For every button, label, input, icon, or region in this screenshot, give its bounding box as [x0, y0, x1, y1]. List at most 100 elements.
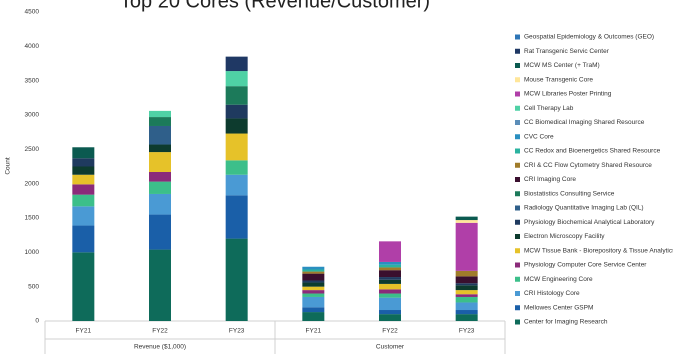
bar-segment: [379, 279, 401, 284]
x-tick-label: FY22: [382, 328, 398, 335]
bar-segment: [455, 314, 478, 321]
y-tick-label: 0: [35, 318, 39, 325]
legend-swatch: [515, 77, 520, 83]
bar-segment: [149, 214, 171, 250]
bar-segment: [379, 310, 401, 315]
bar-segment: [72, 252, 95, 321]
legend-label: MCW Engineering Core: [524, 276, 593, 283]
bar-segment: [379, 267, 401, 271]
legend-swatch: [515, 63, 520, 68]
legend-swatch: [515, 291, 520, 296]
bar-segment: [379, 314, 401, 321]
legend-label: MCW MS Center (+ TraM): [524, 62, 600, 69]
legend-label: Mouse Transgenic Core: [524, 76, 593, 83]
y-tick-label: 3500: [25, 77, 40, 84]
legend-swatch: [515, 219, 520, 225]
bar-segment: [302, 296, 325, 308]
bar-segment: [225, 195, 248, 239]
bar-segment: [379, 297, 401, 311]
bar-segment: [72, 184, 95, 195]
bar-segment: [72, 225, 95, 253]
legend-label: Electron Microscopy Facility: [524, 233, 605, 240]
legend-label: CC Redox and Bioenergetics Shared Resour…: [524, 148, 661, 155]
legend-swatch: [515, 120, 520, 125]
legend-label: MCW Libraries Poster Printing: [524, 91, 612, 98]
chart-title: Top 20 Cores (Revenue/Customer): [120, 0, 430, 12]
legend-label: Physiology Biochemical Analytical Labora…: [524, 219, 655, 226]
bar-segment: [379, 241, 401, 262]
legend-label: CVC Core: [524, 133, 554, 140]
group-label: Customer: [376, 344, 405, 351]
bar-segment: [225, 118, 248, 134]
y-tick-label: 1500: [25, 215, 40, 222]
bar-segment: [379, 264, 401, 268]
legend-label: Cell Therapy Lab: [524, 105, 574, 112]
bar-segment: [149, 171, 171, 182]
legend-label: CRI & CC Flow Cytometry Shared Resource: [524, 162, 652, 169]
bar-segment: [379, 293, 401, 298]
bar-segment: [455, 285, 478, 291]
bar-segment: [379, 283, 401, 290]
legend-label: CRI Imaging Core: [524, 176, 576, 183]
bar-segment: [302, 273, 325, 281]
x-tick-label: FY21: [76, 328, 92, 335]
x-tick-label: FY21: [306, 328, 322, 335]
bar-segment: [225, 133, 248, 161]
y-tick-label: 2500: [25, 146, 40, 153]
bar-segment: [302, 269, 325, 272]
legend-label: Center for Imaging Research: [524, 319, 608, 326]
legend-swatch: [515, 276, 520, 282]
bar-segment: [72, 158, 95, 167]
legend-swatch: [515, 177, 520, 182]
legend-label: Biostatistics Consulting Service: [524, 190, 615, 197]
bar-segment: [302, 271, 325, 274]
bar-segment: [225, 174, 248, 196]
y-tick-label: 4500: [25, 9, 40, 16]
bar-segment: [149, 152, 171, 172]
y-tick-label: 3000: [25, 112, 40, 119]
legend-swatch: [515, 234, 520, 239]
bar-segment: [149, 249, 171, 321]
x-tick-label: FY23: [229, 328, 245, 335]
bar-segment: [72, 194, 95, 207]
legend-swatch: [515, 91, 520, 97]
x-tick-label: FY22: [152, 328, 168, 335]
legend-swatch: [515, 162, 520, 168]
bar-segment: [149, 181, 171, 194]
bar-segment: [455, 302, 478, 311]
bar-segment: [455, 270, 478, 277]
bar-segment: [225, 71, 248, 87]
legend-label: CRI Histology Core: [524, 290, 580, 297]
legend-swatch: [515, 105, 520, 111]
legend-swatch: [515, 248, 520, 254]
bar-segment: [225, 104, 248, 119]
bar-segment: [302, 293, 325, 297]
legend-label: Mellowes Center GSPM: [524, 304, 593, 311]
legend-swatch: [515, 48, 520, 54]
y-tick-label: 500: [28, 283, 39, 290]
bar-segment: [379, 270, 401, 278]
bar-segment: [72, 166, 95, 175]
y-tick-label: 1000: [25, 249, 40, 256]
y-tick-label: 2000: [25, 180, 40, 187]
y-axis-label: Count: [5, 157, 12, 175]
bar-segment: [455, 220, 478, 223]
bar-segment: [379, 289, 401, 294]
bar-segment: [302, 266, 325, 270]
bar-segment: [302, 280, 325, 283]
bar-segment: [225, 160, 248, 175]
legend-label: MCW Tissue Bank - Biorepository & Tissue…: [524, 247, 673, 254]
bar-segment: [302, 307, 325, 313]
legend-swatch: [515, 205, 520, 211]
bar-segment: [72, 147, 95, 159]
bar-segment: [149, 144, 171, 153]
y-tick-label: 4000: [25, 43, 40, 50]
bar-segment: [302, 290, 325, 294]
legend-swatch: [515, 148, 520, 154]
bar-segment: [149, 125, 171, 145]
legend-swatch: [515, 134, 520, 140]
legend-swatch: [515, 319, 520, 325]
bar-segment: [72, 206, 95, 226]
